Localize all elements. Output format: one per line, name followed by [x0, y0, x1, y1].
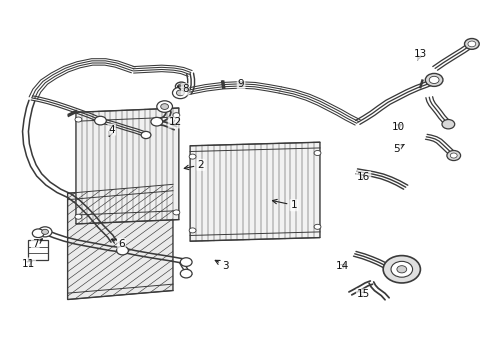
Circle shape: [391, 261, 413, 277]
Circle shape: [151, 117, 163, 126]
Bar: [28, 240, 48, 260]
Text: 14: 14: [335, 261, 349, 271]
Circle shape: [175, 82, 187, 91]
Circle shape: [42, 229, 49, 234]
Circle shape: [447, 150, 461, 161]
Polygon shape: [190, 142, 320, 241]
Text: 6: 6: [111, 239, 125, 249]
Circle shape: [397, 266, 407, 273]
Circle shape: [465, 39, 479, 49]
Circle shape: [189, 154, 196, 159]
Circle shape: [314, 224, 321, 229]
Circle shape: [442, 120, 455, 129]
Text: 15: 15: [357, 289, 370, 300]
Circle shape: [383, 256, 420, 283]
Text: 16: 16: [357, 172, 370, 182]
Circle shape: [314, 150, 321, 156]
Circle shape: [157, 101, 172, 112]
Circle shape: [75, 117, 82, 122]
Text: 5: 5: [393, 144, 404, 154]
Circle shape: [95, 116, 106, 125]
Circle shape: [178, 84, 185, 89]
Circle shape: [32, 229, 44, 238]
Circle shape: [450, 153, 457, 158]
Circle shape: [180, 258, 192, 266]
Circle shape: [75, 214, 82, 219]
Circle shape: [172, 87, 188, 99]
Text: 8: 8: [177, 84, 189, 94]
Circle shape: [141, 131, 151, 139]
Circle shape: [189, 228, 196, 233]
Circle shape: [173, 113, 180, 118]
Circle shape: [180, 269, 192, 278]
Text: 7: 7: [32, 239, 42, 249]
Circle shape: [468, 41, 476, 47]
Polygon shape: [76, 108, 179, 224]
Circle shape: [173, 210, 180, 215]
Circle shape: [429, 76, 439, 84]
Text: 13: 13: [414, 49, 427, 60]
Circle shape: [176, 90, 184, 96]
Circle shape: [38, 227, 52, 237]
Text: 4: 4: [108, 125, 115, 136]
Text: 2: 2: [184, 160, 204, 170]
Text: 1: 1: [272, 199, 297, 210]
Text: 11: 11: [22, 258, 35, 269]
Text: 10: 10: [392, 122, 404, 132]
Circle shape: [117, 246, 128, 255]
Text: 12: 12: [169, 117, 182, 127]
Text: 3: 3: [215, 260, 229, 271]
Text: 9: 9: [238, 78, 245, 89]
Circle shape: [425, 73, 443, 86]
Circle shape: [161, 104, 169, 109]
Polygon shape: [68, 184, 173, 300]
